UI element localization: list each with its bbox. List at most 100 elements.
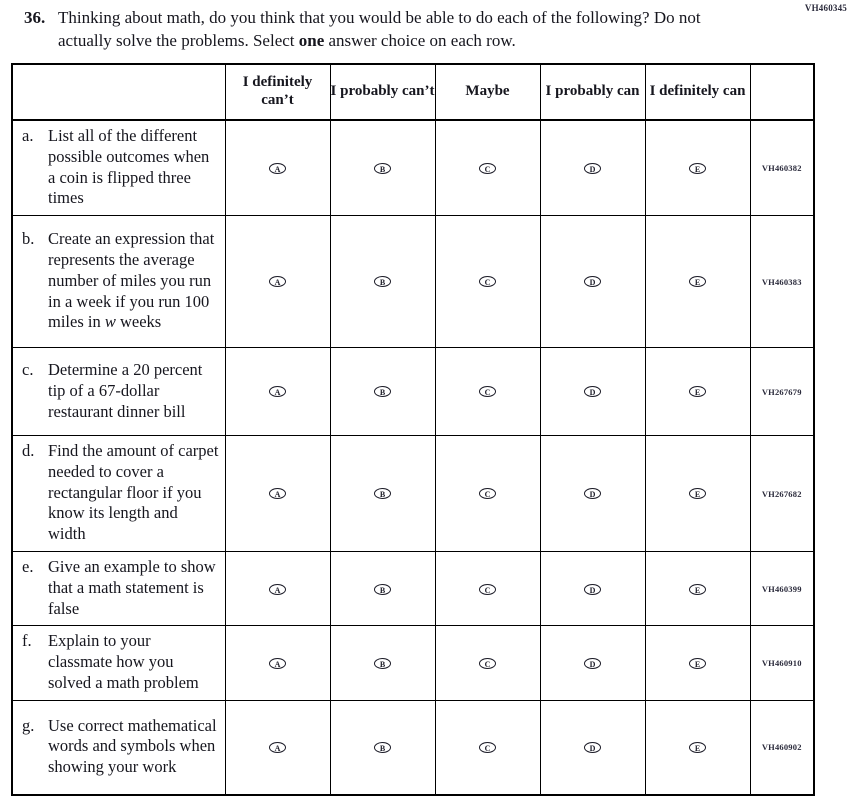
row-prompt-text-c: Determine a 20 percent tip of a 67-dolla… — [48, 360, 219, 422]
table-row: a. List all of the different possible ou… — [11, 119, 815, 217]
option-cell-f-5[interactable]: E — [644, 625, 751, 701]
radio-bubble-a-E[interactable]: E — [689, 162, 706, 174]
table-row: g. Use correct mathematical words and sy… — [11, 699, 815, 796]
radio-bubble-e-D[interactable]: D — [584, 583, 601, 595]
radio-bubble-a-A[interactable]: A — [269, 162, 286, 174]
radio-bubble-e-A[interactable]: A — [269, 583, 286, 595]
radio-bubble-b-B[interactable]: B — [374, 276, 391, 288]
row-prompt-main-e: Give an example to show that a math stat… — [48, 557, 216, 618]
option-cell-f-1[interactable]: A — [224, 625, 331, 701]
radio-bubble-d-A[interactable]: A — [269, 488, 286, 500]
option-cell-c-4[interactable]: D — [539, 347, 646, 437]
row-prompt-d: d. Find the amount of carpet needed to c… — [11, 435, 226, 553]
option-cell-b-2[interactable]: B — [329, 215, 436, 349]
option-cell-f-2[interactable]: B — [329, 625, 436, 701]
radio-bubble-b-E[interactable]: E — [689, 276, 706, 288]
option-cell-e-2[interactable]: B — [329, 551, 436, 627]
option-cell-d-2[interactable]: B — [329, 435, 436, 553]
option-cell-g-3[interactable]: C — [434, 699, 541, 796]
row-letter-a: a. — [22, 126, 34, 145]
row-prompt-italic-b: w — [104, 312, 116, 332]
question-number: 36. — [24, 8, 46, 27]
radio-bubble-e-C[interactable]: C — [479, 583, 496, 595]
radio-bubble-f-C[interactable]: C — [479, 657, 496, 669]
option-cell-b-1[interactable]: A — [224, 215, 331, 349]
option-cell-c-1[interactable]: A — [224, 347, 331, 437]
radio-bubble-a-B[interactable]: B — [374, 162, 391, 174]
radio-bubble-f-D[interactable]: D — [584, 657, 601, 669]
option-cell-e-1[interactable]: A — [224, 551, 331, 627]
option-cell-d-5[interactable]: E — [644, 435, 751, 553]
option-cell-g-5[interactable]: E — [644, 699, 751, 796]
radio-bubble-e-B[interactable]: B — [374, 583, 391, 595]
row-item-id-f: VH460910 — [749, 625, 815, 701]
radio-bubble-d-C[interactable]: C — [479, 488, 496, 500]
radio-bubble-c-C[interactable]: C — [479, 386, 496, 398]
option-cell-b-4[interactable]: D — [539, 215, 646, 349]
radio-bubble-d-E[interactable]: E — [689, 488, 706, 500]
radio-bubble-b-D[interactable]: D — [584, 276, 601, 288]
option-cell-d-4[interactable]: D — [539, 435, 646, 553]
option-cell-c-2[interactable]: B — [329, 347, 436, 437]
radio-bubble-a-D[interactable]: D — [584, 162, 601, 174]
option-cell-g-2[interactable]: B — [329, 699, 436, 796]
radio-bubble-c-A[interactable]: A — [269, 386, 286, 398]
option-cell-b-5[interactable]: E — [644, 215, 751, 349]
radio-bubble-f-B[interactable]: B — [374, 657, 391, 669]
radio-bubble-g-D[interactable]: D — [584, 742, 601, 754]
row-item-id-a: VH460382 — [749, 119, 815, 217]
row-prompt-text-d: Find the amount of carpet needed to cove… — [48, 441, 219, 545]
option-cell-a-2[interactable]: B — [329, 119, 436, 217]
option-cell-d-1[interactable]: A — [224, 435, 331, 553]
option-cell-a-1[interactable]: A — [224, 119, 331, 217]
question-emphasis: one — [298, 31, 325, 51]
header-option-probably-cant: I probably can’t — [329, 63, 436, 121]
row-letter-c: c. — [22, 359, 34, 379]
option-cell-e-5[interactable]: E — [644, 551, 751, 627]
radio-bubble-g-A[interactable]: A — [269, 742, 286, 754]
option-cell-g-1[interactable]: A — [224, 699, 331, 796]
header-option-definitely-cant: I definitely can’t — [224, 63, 331, 121]
header-prompt-column — [11, 63, 226, 121]
option-cell-a-4[interactable]: D — [539, 119, 646, 217]
row-prompt-text-a: List all of the different possible outco… — [48, 126, 219, 209]
radio-bubble-g-B[interactable]: B — [374, 742, 391, 754]
table-row: f. Explain to your classmate how you sol… — [11, 625, 815, 701]
row-prompt-text-g: Use correct mathematical words and symbo… — [48, 716, 219, 778]
row-prompt-text-f: Explain to your classmate how you solved… — [48, 631, 219, 693]
option-cell-a-3[interactable]: C — [434, 119, 541, 217]
row-prompt-main-g: Use correct mathematical words and symbo… — [48, 715, 217, 777]
radio-bubble-b-C[interactable]: C — [479, 276, 496, 288]
table-row: b. Create an expression that represents … — [11, 215, 815, 349]
header-option-definitely-can: I definitely can — [644, 63, 751, 121]
row-letter-e: e. — [22, 557, 34, 577]
option-cell-f-4[interactable]: D — [539, 625, 646, 701]
row-item-id-g: VH460902 — [749, 699, 815, 796]
radio-bubble-d-B[interactable]: B — [374, 488, 391, 500]
option-cell-c-5[interactable]: E — [644, 347, 751, 437]
option-cell-g-4[interactable]: D — [539, 699, 646, 796]
radio-bubble-g-E[interactable]: E — [689, 742, 706, 754]
radio-bubble-a-C[interactable]: C — [479, 162, 496, 174]
radio-bubble-c-B[interactable]: B — [374, 386, 391, 398]
option-cell-d-3[interactable]: C — [434, 435, 541, 553]
row-prompt-main-c: Determine a 20 percent tip of a 67-dolla… — [48, 359, 203, 421]
radio-bubble-b-A[interactable]: A — [269, 276, 286, 288]
row-letter-d: d. — [22, 441, 35, 461]
row-prompt-main-f: Explain to your classmate how you solved… — [48, 631, 199, 692]
option-cell-e-3[interactable]: C — [434, 551, 541, 627]
option-cell-e-4[interactable]: D — [539, 551, 646, 627]
option-cell-b-3[interactable]: C — [434, 215, 541, 349]
option-cell-f-3[interactable]: C — [434, 625, 541, 701]
radio-bubble-e-E[interactable]: E — [689, 583, 706, 595]
row-prompt-e: e. Give an example to show that a math s… — [11, 551, 226, 627]
radio-bubble-f-E[interactable]: E — [689, 657, 706, 669]
option-cell-a-5[interactable]: E — [644, 119, 751, 217]
radio-bubble-d-D[interactable]: D — [584, 488, 601, 500]
radio-bubble-f-A[interactable]: A — [269, 657, 286, 669]
row-prompt-main-a: List all of the different possible outco… — [48, 126, 210, 208]
radio-bubble-g-C[interactable]: C — [479, 742, 496, 754]
radio-bubble-c-E[interactable]: E — [689, 386, 706, 398]
radio-bubble-c-D[interactable]: D — [584, 386, 601, 398]
option-cell-c-3[interactable]: C — [434, 347, 541, 437]
